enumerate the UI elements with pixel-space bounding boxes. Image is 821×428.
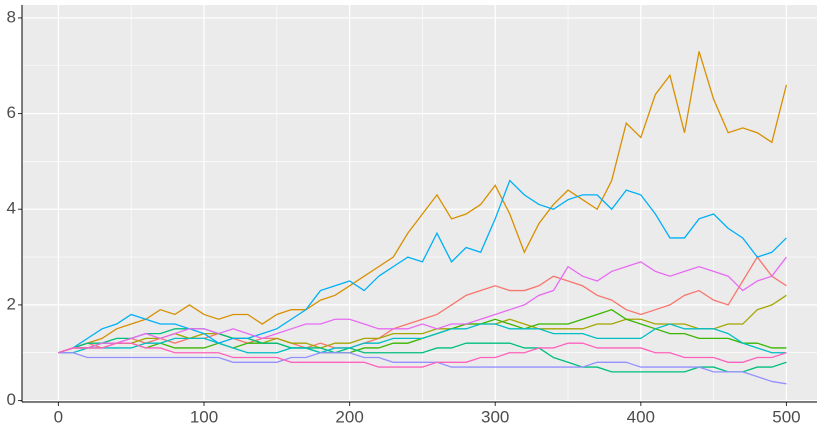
y-tick-label: 2 xyxy=(7,294,16,313)
y-tick-label: 4 xyxy=(7,199,16,218)
series-line xyxy=(58,342,787,368)
series-line xyxy=(58,328,787,373)
series-line xyxy=(58,256,787,354)
series-line xyxy=(58,352,787,385)
x-tick-label: 200 xyxy=(335,407,363,426)
series-line xyxy=(58,179,787,354)
series-line xyxy=(58,255,787,354)
x-tick-label: 0 xyxy=(54,407,63,426)
x-tick-label: 400 xyxy=(627,407,655,426)
plot-panel xyxy=(22,5,817,402)
y-tick-label: 6 xyxy=(7,103,16,122)
y-tick-label: 0 xyxy=(7,390,16,409)
series-line xyxy=(58,51,788,354)
y-tick-label: 8 xyxy=(7,7,16,26)
series-line xyxy=(58,294,787,354)
x-tick-label: 500 xyxy=(772,407,800,426)
x-tick-label: 100 xyxy=(190,407,218,426)
x-tick-label: 300 xyxy=(481,407,509,426)
series-line xyxy=(58,323,787,354)
